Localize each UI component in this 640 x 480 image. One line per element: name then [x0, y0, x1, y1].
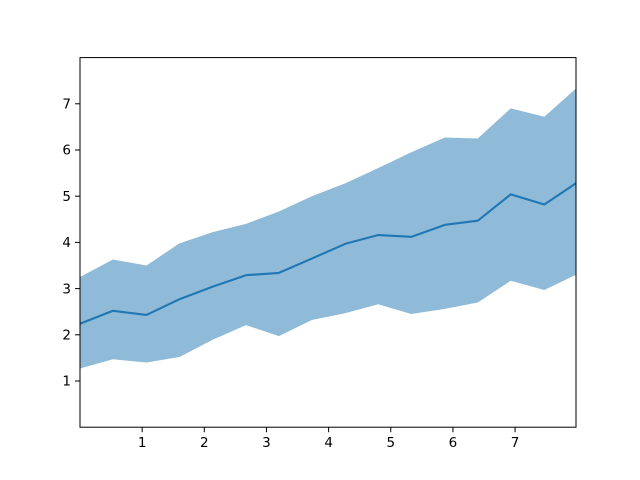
x-tick-label: 7 [511, 435, 520, 451]
x-tick-label: 3 [262, 435, 271, 451]
y-tick-label: 1 [62, 374, 71, 390]
y-tick-label: 3 [62, 281, 71, 297]
y-tick-label: 7 [62, 97, 71, 113]
y-tick-label: 5 [62, 189, 71, 205]
x-tick-label: 4 [324, 435, 333, 451]
x-tick-label: 6 [449, 435, 458, 451]
mean-line [79, 182, 577, 325]
confidence-band [80, 88, 576, 369]
y-tick-label: 6 [62, 143, 71, 159]
y-tick-label: 4 [62, 235, 71, 251]
y-tick-label: 2 [62, 328, 71, 344]
x-tick-label: 5 [386, 435, 395, 451]
x-tick-label: 1 [138, 435, 147, 451]
x-tick-label: 2 [200, 435, 209, 451]
